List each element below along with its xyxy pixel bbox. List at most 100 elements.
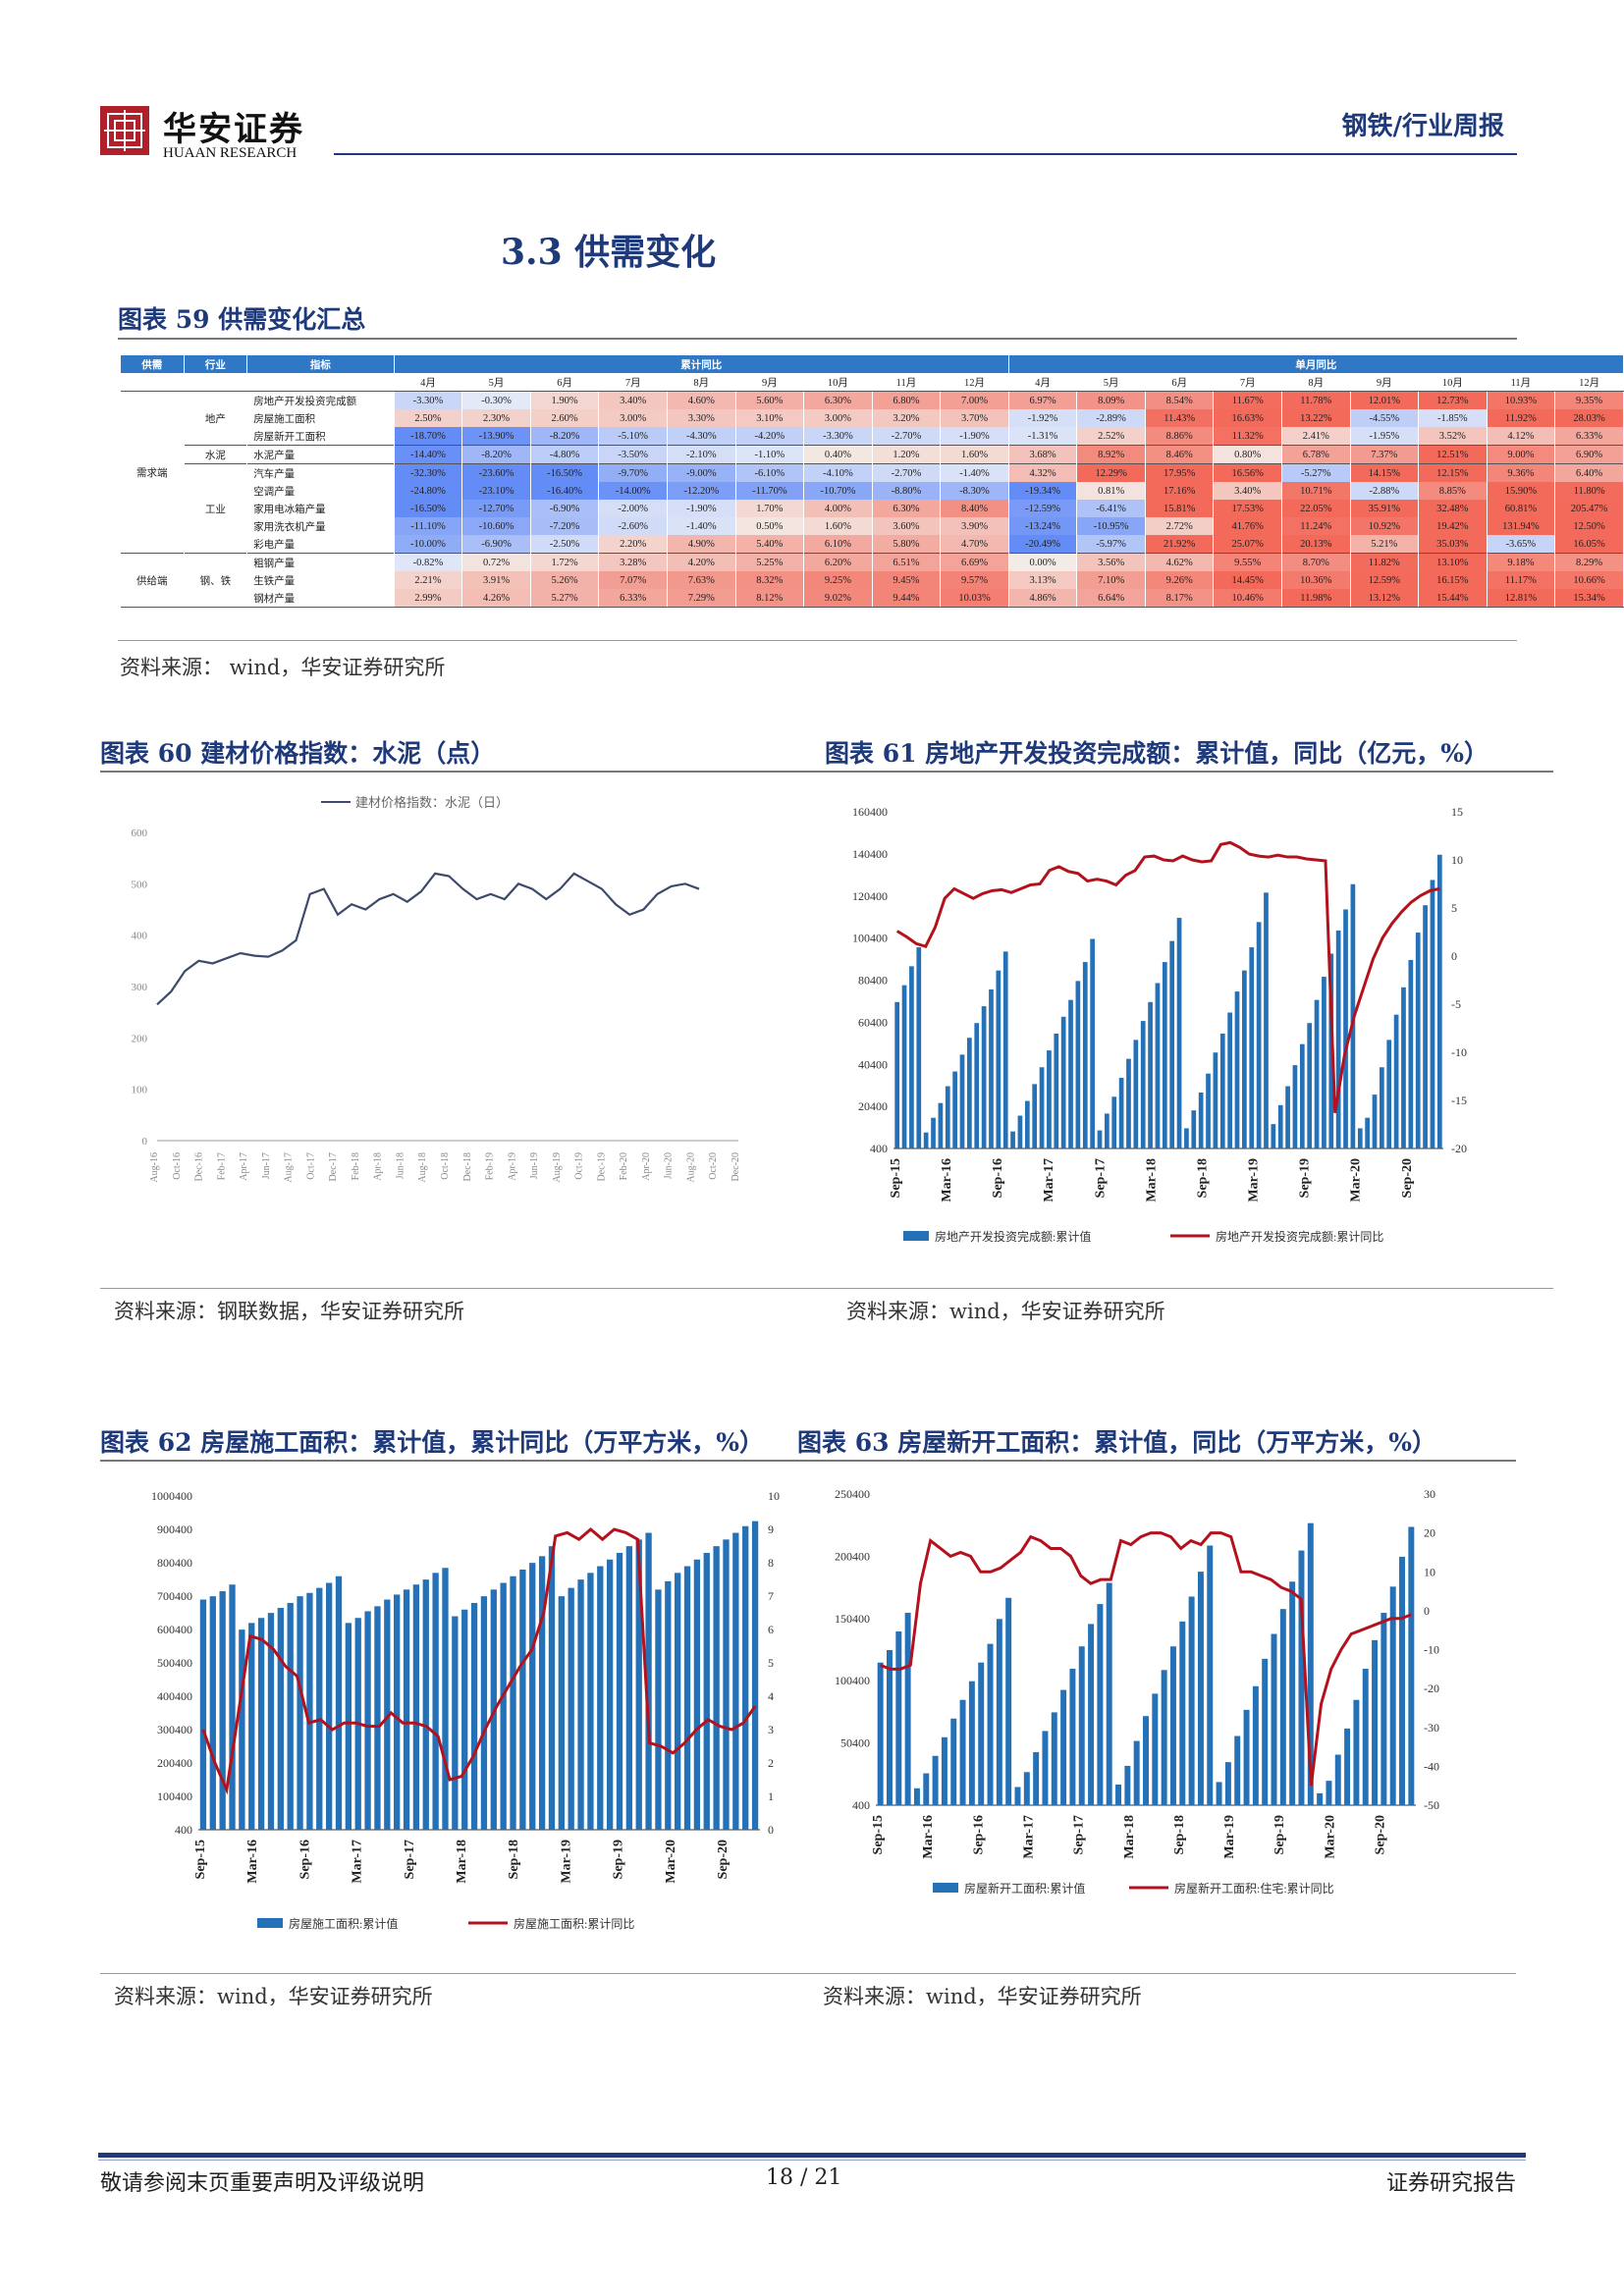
row-side: 需求端: [121, 463, 185, 482]
bar: [683, 1566, 691, 1830]
bar: [1090, 938, 1095, 1148]
table-cell: -18.70%: [394, 427, 463, 446]
table-cell: 3.00%: [803, 409, 873, 427]
bar: [895, 1630, 902, 1805]
bar: [1161, 1670, 1167, 1805]
bar: [1344, 1728, 1351, 1805]
bar: [1152, 1693, 1159, 1805]
x-tick-label: Dec-17: [328, 1152, 339, 1181]
table-cell: -0.82%: [394, 553, 463, 571]
bar: [239, 1629, 245, 1830]
bar: [1162, 962, 1167, 1148]
y-right-tick-label: 5: [1451, 901, 1457, 915]
table-cell: 6.30%: [803, 391, 873, 409]
bar: [894, 1001, 900, 1148]
table-cell: 7.63%: [667, 571, 736, 589]
table-cell: -20.49%: [1008, 535, 1078, 554]
table-cell: -9.70%: [598, 463, 668, 482]
x-tick-label: Aug-16: [149, 1152, 160, 1183]
bar: [938, 1102, 944, 1148]
bar: [529, 1563, 536, 1830]
bar: [257, 1618, 265, 1830]
y-right-tick-label: -5: [1451, 997, 1461, 1011]
supply-demand-table: 供需 行业 指标 累计同比 单月同比 4月 5月 6月 7月 8月 9月 10月 11月 12月…: [121, 355, 1624, 608]
table-cell: 12.51%: [1418, 445, 1488, 464]
table-cell: -6.41%: [1076, 500, 1146, 517]
row-side: [121, 482, 185, 500]
bar: [1188, 1596, 1195, 1805]
table-cell: 5.25%: [735, 553, 805, 571]
bar: [1155, 983, 1161, 1148]
bar: [1051, 1712, 1057, 1805]
month-header-6: 10月: [803, 373, 873, 392]
row-indicator: 空调产量: [246, 482, 395, 500]
footer-rule-thin: [98, 2160, 1526, 2161]
x-tick-label: Sep-15: [871, 1815, 886, 1854]
bar: [1060, 1016, 1066, 1148]
bar: [675, 1573, 681, 1830]
table-cell: -2.50%: [530, 535, 600, 554]
legend-line-label: 房屋新开工面积:住宅:累计同比: [1174, 1881, 1334, 1896]
bar: [1191, 1110, 1197, 1148]
x-tick-label: Feb-19: [485, 1152, 496, 1180]
x-tick-label: Sep-18: [1172, 1815, 1187, 1854]
bar: [306, 1592, 313, 1830]
table-cell: 12.81%: [1487, 589, 1556, 608]
bar: [1393, 1014, 1399, 1148]
bar: [1372, 1095, 1378, 1148]
figure-60-61-top-rule: [100, 771, 1553, 773]
table-cell: 10.93%: [1487, 391, 1556, 409]
month-header-9: 4月: [1008, 373, 1078, 392]
bar: [1380, 1067, 1384, 1148]
bar: [1082, 962, 1088, 1148]
bar: [952, 1071, 957, 1148]
bar: [1054, 1033, 1059, 1148]
row-side: [121, 500, 185, 517]
bar: [941, 1736, 947, 1805]
table-cell: 1.90%: [530, 391, 600, 409]
bar: [1279, 1609, 1286, 1805]
bar: [442, 1568, 449, 1830]
table-cell: -8.30%: [940, 482, 1009, 500]
y-tick-label: 100: [132, 1085, 148, 1096]
bar: [1176, 918, 1182, 1148]
table-row: 家用洗衣机产量 -11.10% -10.60% -7.20% -2.60% -1.40% 0…: [121, 517, 1624, 535]
x-tick-label: Sep-19: [1272, 1815, 1287, 1854]
bar: [625, 1546, 633, 1830]
bar: [1380, 1612, 1387, 1805]
table-cell: 8.70%: [1281, 553, 1351, 571]
bar: [1197, 1572, 1204, 1805]
real-estate-investment-chart: 400 20400 40400 60400 80400 100400 120400 14040…: [852, 805, 1467, 1244]
y-right-tick-label: 0: [768, 1823, 774, 1837]
table-cell: -7.20%: [530, 517, 600, 535]
x-tick-label: Sep-20: [1400, 1158, 1415, 1198]
table-cell: 3.00%: [598, 409, 668, 427]
table-cell: -2.00%: [598, 500, 668, 517]
table-cell: -3.50%: [598, 445, 668, 464]
table-cell: 14.45%: [1213, 571, 1282, 589]
bar: [732, 1532, 739, 1830]
table-cell: 6.69%: [940, 553, 1009, 571]
table-cell: 16.05%: [1554, 535, 1624, 554]
table-cell: 0.81%: [1076, 482, 1146, 500]
figure-59-top-rule: [118, 338, 1517, 340]
bar: [1207, 1545, 1214, 1805]
bar: [1216, 1782, 1222, 1805]
bar: [1169, 1646, 1176, 1805]
month-header-3: 7月: [598, 373, 668, 392]
legend-bar-label: 房屋施工面积:累计值: [289, 1916, 398, 1931]
bar: [470, 1602, 478, 1830]
table-cell: 6.20%: [803, 553, 873, 571]
bar: [1277, 1104, 1283, 1148]
bar: [267, 1613, 275, 1830]
row-side: 供给端: [121, 571, 185, 589]
bar: [887, 1650, 893, 1805]
bar: [209, 1596, 216, 1830]
table-cell: -16.50%: [530, 463, 600, 482]
bar: [1033, 1751, 1040, 1805]
table-cell: 6.80%: [872, 391, 942, 409]
month-header-14: 9月: [1350, 373, 1420, 392]
table-cell: -2.89%: [1076, 409, 1146, 427]
bar: [1243, 1709, 1250, 1805]
bar: [1133, 1040, 1139, 1148]
